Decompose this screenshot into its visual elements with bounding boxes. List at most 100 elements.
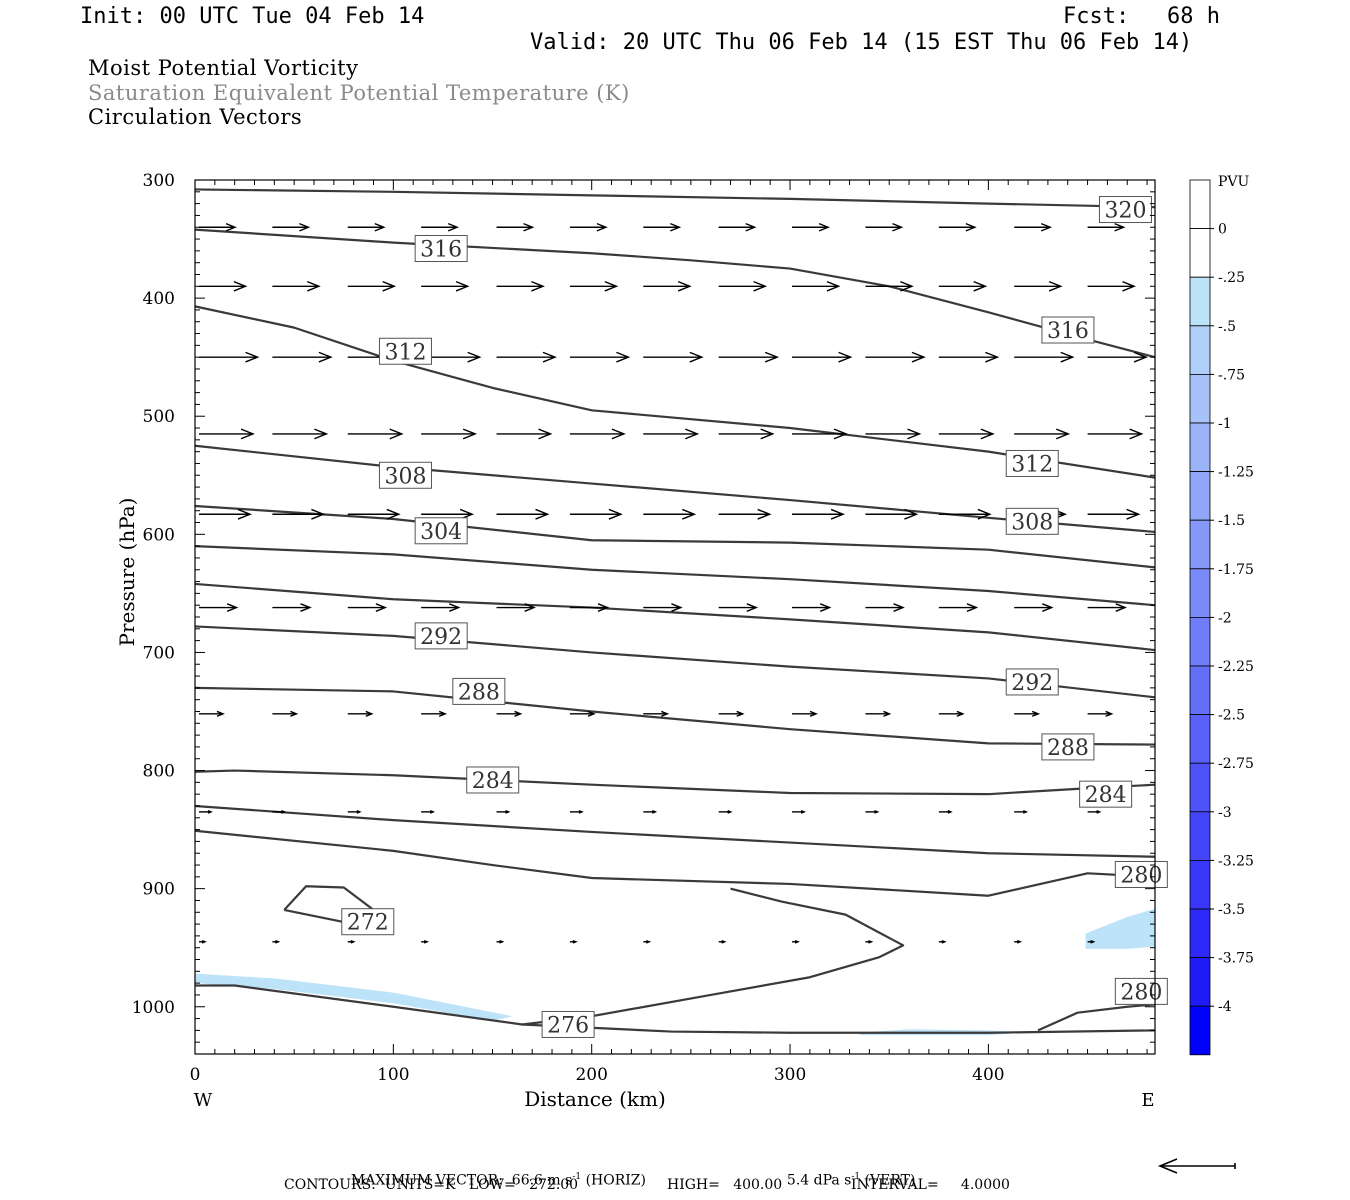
max-horiz-value: 66.6 m s [511, 1172, 573, 1189]
circulation-vector-head [685, 428, 700, 440]
circulation-vector-head [596, 222, 608, 232]
contour-label-box [378, 337, 432, 365]
circulation-vector-head [1022, 810, 1029, 814]
colorbar-label: -.75 [1218, 367, 1245, 383]
forecast-label: Fcst: [1063, 4, 1130, 29]
circulation-vector-head [883, 710, 892, 717]
theta-es-contour [194, 769, 1156, 796]
y-tick-label: 1000 [132, 998, 175, 1018]
circulation-vector-head [587, 710, 596, 717]
circulation-vector-head [542, 351, 557, 363]
reference-vector-arrow-icon [1157, 1158, 1236, 1174]
contour-label-box [414, 622, 468, 650]
y-tick-label: 500 [143, 407, 175, 427]
contour-label-box [1114, 860, 1168, 888]
circulation-vector-head [216, 710, 225, 717]
colorbar-swatch [1189, 1005, 1211, 1056]
circulation-vector-head [1060, 351, 1075, 363]
y-tick-label: 300 [143, 171, 175, 191]
circulation-vector-head [1115, 603, 1127, 612]
y-tick-label: 900 [143, 880, 175, 900]
colorbar-swatch [1189, 568, 1211, 618]
colorbar-swatch [1189, 957, 1211, 1007]
contour-label: 308 [1011, 510, 1053, 535]
contour-label: 280 [1120, 980, 1162, 1005]
circulation-vector-head [977, 508, 992, 520]
contour-label-box [541, 1010, 595, 1038]
circulation-vector-head [201, 939, 207, 944]
theta-es-contour [194, 686, 1156, 746]
max-vert-tag: (VERT) [864, 1172, 916, 1189]
contour-label: 288 [1047, 736, 1089, 761]
circulation-vector-head [671, 603, 683, 612]
circulation-vector-head [318, 351, 333, 363]
circulation-vector-head [281, 810, 287, 814]
valid-time: Valid: 20 UTC Thu 06 Feb 14 (15 EST Thu … [530, 30, 1193, 55]
circulation-vector-head [499, 939, 505, 944]
colorbar-swatch [1189, 908, 1211, 958]
circulation-vector-head [604, 280, 619, 292]
colorbar-label: -1.5 [1218, 513, 1245, 529]
circulation-vector-head [245, 351, 260, 363]
contours-interval: INTERVAL= 4.0000 [851, 1177, 1010, 1193]
circulation-vector-head [985, 351, 1000, 363]
circulation-vector-head [1114, 222, 1126, 232]
colorbar-label: -2.75 [1218, 756, 1254, 772]
circulation-vector-head [764, 351, 780, 363]
colorbar-swatch [1189, 519, 1211, 570]
circulation-vector-head [207, 810, 213, 814]
theta-es-contour [195, 887, 905, 1026]
circulation-vector-head [237, 508, 252, 520]
contour-label-box [414, 517, 468, 545]
circulation-vector-head [800, 810, 806, 814]
circulation-vector-head [423, 939, 430, 944]
circulation-vector-head [350, 939, 356, 944]
circulation-vector-head [670, 222, 682, 232]
contour-label-box [1005, 449, 1059, 477]
circulation-vector-head [597, 603, 610, 612]
circulation-vector-head [233, 280, 248, 292]
circulation-vector-head [911, 351, 926, 363]
circulation-vector-head [538, 428, 553, 440]
circulation-vector-head [382, 280, 397, 292]
circulation-vector-head [809, 710, 818, 717]
x-tick-label: 0 [190, 1065, 201, 1085]
circulation-vector-head [721, 939, 727, 944]
circulation-vector-head [578, 810, 584, 814]
circulation-vector-head [661, 710, 670, 717]
contour-label: 284 [472, 769, 514, 794]
contour-label: 288 [458, 680, 500, 705]
circulation-vector-head [290, 710, 299, 717]
colorbar-label: -1.25 [1218, 465, 1254, 481]
title-mpv: Moist Potential Vorticity [88, 56, 359, 80]
contour-label-box [466, 766, 520, 794]
circulation-vector-head [980, 428, 995, 440]
contour-label: 316 [420, 238, 462, 263]
contour-label: 292 [420, 625, 462, 650]
contour-label-box [1041, 733, 1095, 761]
contour-label: 312 [1011, 452, 1053, 477]
circulation-vector-head [505, 810, 511, 814]
circulation-vector-head [300, 603, 312, 612]
colorbar-label: 0 [1218, 222, 1227, 238]
contours-info: CONTOURS: UNITS=K LOW= 272.00 [284, 1177, 579, 1193]
circulation-vector-head [438, 710, 448, 717]
cross-section-chart: 320 316 316 312 312 308 308 304 292 292 288 288 284 2… [115, 171, 1254, 1111]
contour-label: 284 [1085, 783, 1127, 808]
circulation-vector-head [467, 351, 482, 363]
circulation-vector-head [1055, 428, 1071, 440]
theta-es-contour [194, 188, 1156, 209]
colorbar-swatch [1189, 811, 1211, 861]
circulation-vector-head [753, 280, 768, 292]
theta-es-contour [1037, 1003, 1156, 1032]
colorbar-swatch [1189, 325, 1211, 375]
colorbar-swatch [1189, 373, 1211, 424]
x-tick-label: 200 [575, 1065, 607, 1085]
circulation-vector-head [240, 428, 255, 440]
contour-label: 320 [1104, 199, 1146, 224]
contour-label-box [1041, 316, 1095, 344]
x-axis-right-end: E [1141, 1090, 1154, 1111]
mpv-shade-region [195, 973, 513, 1021]
colorbar-swatch [1189, 471, 1211, 521]
contours-high: HIGH= 400.00 [667, 1177, 783, 1193]
